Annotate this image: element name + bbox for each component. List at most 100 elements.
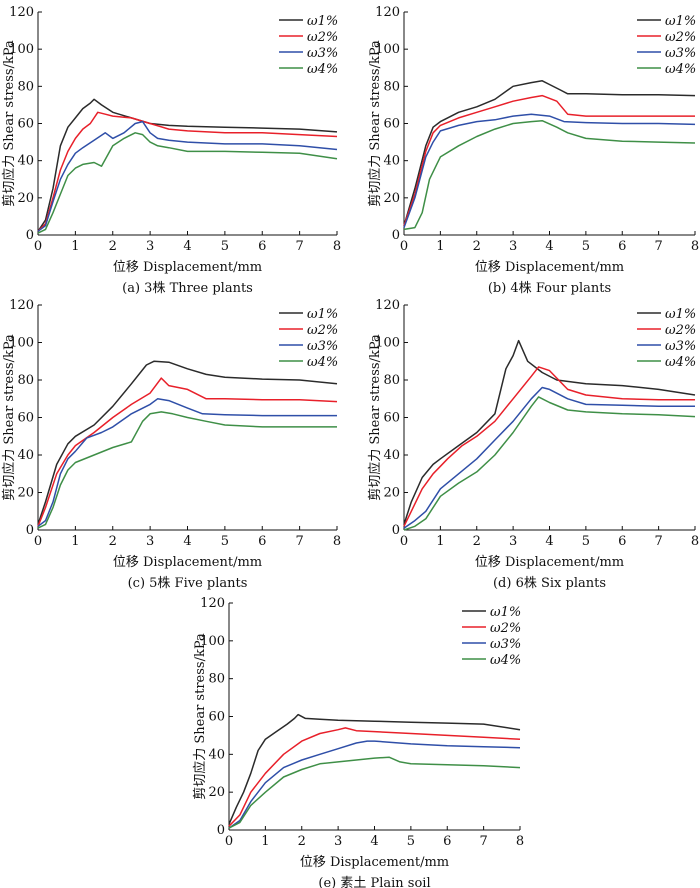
y-tick-label: 100 [375, 42, 400, 57]
x-tick-label: 4 [545, 239, 553, 254]
y-tick-label: 60 [383, 411, 400, 426]
y-tick-label: 20 [383, 191, 400, 206]
legend-label: ω4% [490, 653, 521, 668]
x-tick-label: 4 [545, 534, 553, 549]
x-tick-label: 5 [221, 239, 229, 254]
legend-label: ω1% [665, 307, 696, 322]
y-tick-label: 60 [17, 411, 34, 426]
x-tick-label: 7 [295, 239, 303, 254]
series-line-2 [403, 94, 695, 226]
legend-label: ω3% [665, 46, 696, 61]
x-tick-label: 5 [407, 834, 415, 849]
x-tick-label: 0 [400, 239, 408, 254]
y-tick-label: 20 [17, 486, 34, 501]
y-tick-label: 60 [17, 117, 34, 132]
x-tick-label: 1 [71, 534, 79, 549]
y-tick-label: 100 [375, 336, 400, 351]
legend-label: ω2% [490, 621, 521, 636]
legend-label: ω4% [307, 355, 338, 370]
y-tick-label: 60 [383, 117, 400, 132]
x-axis-title: 位移 Displacement/mm [475, 555, 624, 570]
y-tick-label: 100 [200, 634, 225, 649]
y-tick-label: 80 [383, 373, 400, 388]
chart-caption: (e) 素土 Plain soil [318, 876, 430, 888]
y-tick-label: 100 [9, 42, 34, 57]
y-tick-label: 40 [17, 448, 34, 463]
x-tick-label: 2 [109, 239, 117, 254]
y-tick-label: 0 [392, 228, 400, 243]
chart-panel-5: 0 20 40 60 80 100 120 0 1 2 3 4 5 6 7 8 位移 Displacement/… [192, 596, 524, 888]
legend-label: ω1% [307, 307, 338, 322]
x-tick-label: 5 [582, 534, 590, 549]
y-axis-title: 剪切应力 Shear stress/kPa [1, 40, 17, 207]
y-tick-label: 40 [383, 448, 400, 463]
y-tick-label: 0 [26, 228, 34, 243]
y-axis-title: 剪切应力 Shear stress/kPa [1, 334, 17, 501]
x-tick-label: 6 [258, 239, 266, 254]
x-tick-label: 0 [34, 239, 42, 254]
x-tick-label: 3 [509, 239, 517, 254]
y-tick-label: 120 [9, 5, 34, 20]
x-tick-label: 5 [582, 239, 590, 254]
x-tick-label: 2 [473, 534, 481, 549]
legend: ω1%ω2%ω3%ω4% [637, 307, 696, 370]
y-tick-label: 120 [375, 298, 400, 313]
legend: ω1%ω2%ω3%ω4% [279, 14, 338, 77]
x-tick-label: 7 [654, 239, 662, 254]
x-tick-label: 8 [333, 534, 341, 549]
x-axis-title: 位移 Displacement/mm [113, 555, 262, 570]
series-line-3 [37, 120, 338, 232]
legend-label: ω4% [665, 62, 696, 77]
y-tick-label: 20 [383, 486, 400, 501]
x-tick-label: 8 [333, 239, 341, 254]
legend: ω1%ω2%ω3%ω4% [637, 14, 696, 77]
series-line-4 [37, 411, 337, 529]
x-tick-label: 4 [183, 534, 191, 549]
x-tick-label: 6 [443, 834, 451, 849]
legend-label: ω4% [665, 355, 696, 370]
legend: ω1%ω2%ω3%ω4% [279, 307, 338, 370]
x-tick-label: 0 [34, 534, 42, 549]
x-tick-label: 3 [146, 534, 154, 549]
legend-label: ω1% [490, 605, 521, 620]
series-line-2 [37, 111, 338, 232]
y-tick-label: 120 [375, 5, 400, 20]
x-tick-label: 1 [436, 239, 444, 254]
legend-label: ω2% [665, 323, 696, 338]
series-line-1 [37, 98, 338, 232]
legend: ω1%ω2%ω3%ω4% [462, 605, 521, 668]
y-axis-title: 剪切应力 Shear stress/kPa [192, 633, 208, 800]
legend-label: ω2% [665, 30, 696, 45]
x-tick-label: 0 [400, 534, 408, 549]
x-axis-title: 位移 Displacement/mm [475, 260, 624, 275]
chart-panel-4: 0 20 40 60 80 100 120 0 1 2 3 4 5 6 7 8 位移 Displacement/… [367, 298, 699, 591]
series-line-3 [228, 740, 521, 829]
series-line-4 [403, 396, 696, 531]
series-line-3 [37, 398, 337, 527]
x-tick-label: 3 [334, 834, 342, 849]
x-tick-label: 6 [258, 534, 266, 549]
x-tick-label: 0 [225, 834, 233, 849]
y-tick-label: 120 [200, 596, 225, 611]
legend-label: ω3% [490, 637, 521, 652]
y-tick-label: 40 [17, 154, 34, 169]
x-tick-label: 4 [370, 834, 378, 849]
y-tick-label: 0 [217, 823, 225, 838]
chart-caption: (d) 6株 Six plants [493, 576, 606, 591]
x-tick-label: 3 [146, 239, 154, 254]
y-axis-title: 剪切应力 Shear stress/kPa [367, 334, 383, 501]
series-line-1 [228, 713, 521, 825]
series-line-1 [403, 339, 696, 525]
y-tick-label: 100 [9, 336, 34, 351]
x-tick-label: 6 [618, 534, 626, 549]
y-tick-label: 80 [17, 79, 34, 94]
y-tick-label: 80 [208, 672, 225, 687]
x-axis-title: 位移 Displacement/mm [113, 260, 262, 275]
series-line-2 [228, 727, 521, 827]
y-tick-label: 0 [26, 523, 34, 538]
y-tick-label: 0 [392, 523, 400, 538]
x-tick-label: 2 [298, 834, 306, 849]
x-tick-label: 5 [221, 534, 229, 549]
series-line-3 [403, 386, 695, 529]
